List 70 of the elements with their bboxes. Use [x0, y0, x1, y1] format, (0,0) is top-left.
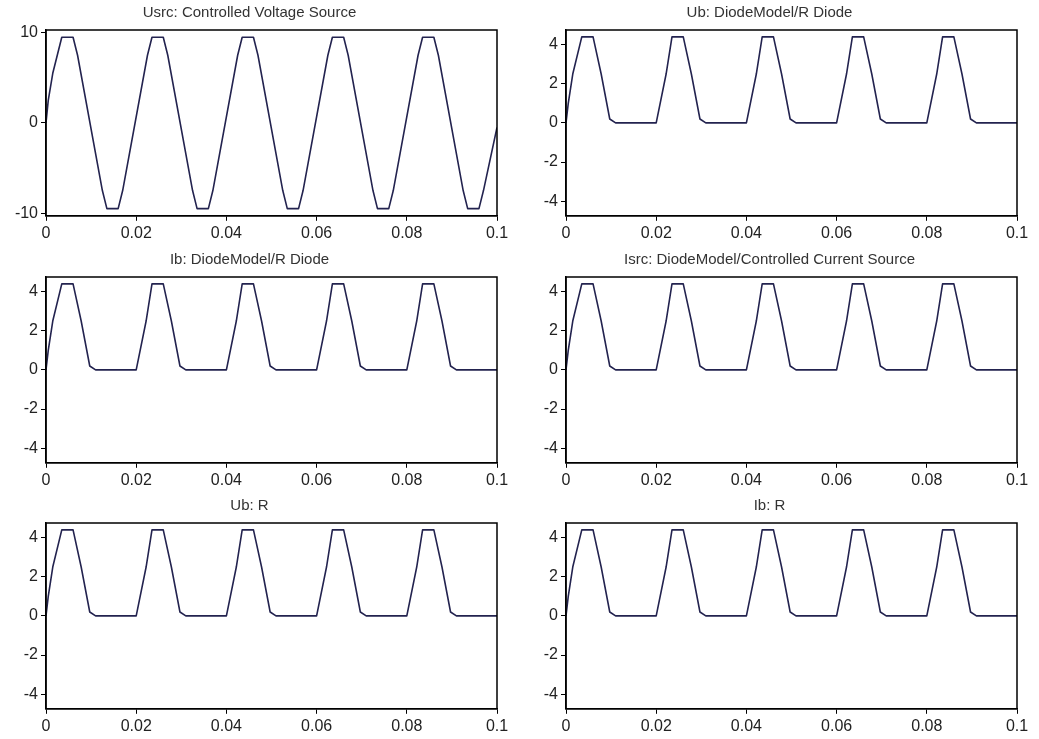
- x-tick-label: 0: [41, 223, 51, 241]
- x-tick-label: 0.02: [640, 716, 672, 734]
- x-tick-label: 0.04: [210, 716, 243, 734]
- x-tick-label: 0.1: [485, 223, 509, 241]
- y-tick-label: 0: [29, 606, 39, 624]
- x-tick-label: 0.02: [120, 470, 152, 488]
- x-tick-label: 0.08: [911, 470, 943, 488]
- y-tick-label: 4: [549, 282, 559, 300]
- y-tick-label: -2: [23, 645, 39, 663]
- x-tick-label: 0.08: [391, 470, 423, 488]
- y-tick-label: 0: [549, 606, 559, 624]
- chart-title: Ib: R: [753, 496, 786, 514]
- x-tick-label: 0: [561, 470, 571, 488]
- y-tick-label: 10: [20, 23, 39, 41]
- y-tick-label: 2: [549, 74, 559, 92]
- x-tick-label: 0.06: [821, 716, 853, 734]
- x-tick-label: 0.04: [730, 223, 763, 241]
- chart-title: Isrc: DiodeModel/Controlled Current Source: [624, 250, 915, 268]
- y-tick-label: -4: [543, 191, 559, 209]
- y-tick-label: -4: [543, 438, 559, 456]
- x-tick-label: 0.1: [1005, 223, 1029, 241]
- y-tick-label: 0: [549, 360, 559, 378]
- x-tick-label: 0.04: [730, 716, 763, 734]
- y-tick-label: 2: [549, 567, 559, 585]
- x-tick-label: 0.02: [640, 470, 672, 488]
- x-tick-label: 0.1: [1005, 470, 1029, 488]
- y-tick-label: 4: [29, 528, 39, 546]
- y-tick-label: 4: [29, 282, 39, 300]
- y-tick-label: 2: [29, 567, 39, 585]
- x-tick-label: 0.1: [485, 470, 509, 488]
- x-tick-label: 0.1: [1005, 716, 1029, 734]
- y-tick-label: -2: [543, 645, 559, 663]
- x-tick-label: 0.04: [210, 223, 243, 241]
- x-tick-label: 0: [41, 470, 51, 488]
- chart-title: Ub: R: [230, 496, 269, 514]
- chart-title: Usrc: Controlled Voltage Source: [142, 3, 357, 21]
- x-tick-label: 0.02: [120, 716, 152, 734]
- y-tick-label: 4: [549, 35, 559, 53]
- x-tick-label: 0.02: [120, 223, 152, 241]
- chart-title: Ub: DiodeModel/R Diode: [686, 3, 853, 21]
- x-tick-label: 0.06: [821, 470, 853, 488]
- chart-title: Ib: DiodeModel/R Diode: [169, 250, 330, 268]
- y-tick-label: -4: [543, 684, 559, 702]
- x-tick-label: 0.08: [911, 716, 943, 734]
- y-tick-label: 0: [29, 360, 39, 378]
- y-tick-label: 0: [29, 113, 39, 131]
- x-tick-label: 0.08: [911, 223, 943, 241]
- x-tick-label: 0.04: [730, 470, 763, 488]
- y-tick-label: -10: [14, 203, 39, 221]
- x-tick-label: 0.08: [391, 716, 423, 734]
- y-tick-label: 2: [29, 321, 39, 339]
- x-tick-label: 0: [41, 716, 51, 734]
- x-tick-label: 0.04: [210, 470, 243, 488]
- y-tick-label: 0: [549, 113, 559, 131]
- x-tick-label: 0: [561, 223, 571, 241]
- y-tick-label: 2: [549, 321, 559, 339]
- y-tick-label: -4: [23, 438, 39, 456]
- y-tick-label: -2: [23, 399, 39, 417]
- y-tick-label: -2: [543, 152, 559, 170]
- x-tick-label: 0.06: [301, 470, 333, 488]
- x-tick-label: 0.06: [821, 223, 853, 241]
- x-tick-label: 0.06: [301, 716, 333, 734]
- y-tick-label: -2: [543, 399, 559, 417]
- x-tick-label: 0.06: [301, 223, 333, 241]
- x-tick-label: 0.1: [485, 716, 509, 734]
- x-tick-label: 0.08: [391, 223, 423, 241]
- x-tick-label: 0: [561, 716, 571, 734]
- y-tick-label: 4: [549, 528, 559, 546]
- x-tick-label: 0.02: [640, 223, 672, 241]
- y-tick-label: -4: [23, 684, 39, 702]
